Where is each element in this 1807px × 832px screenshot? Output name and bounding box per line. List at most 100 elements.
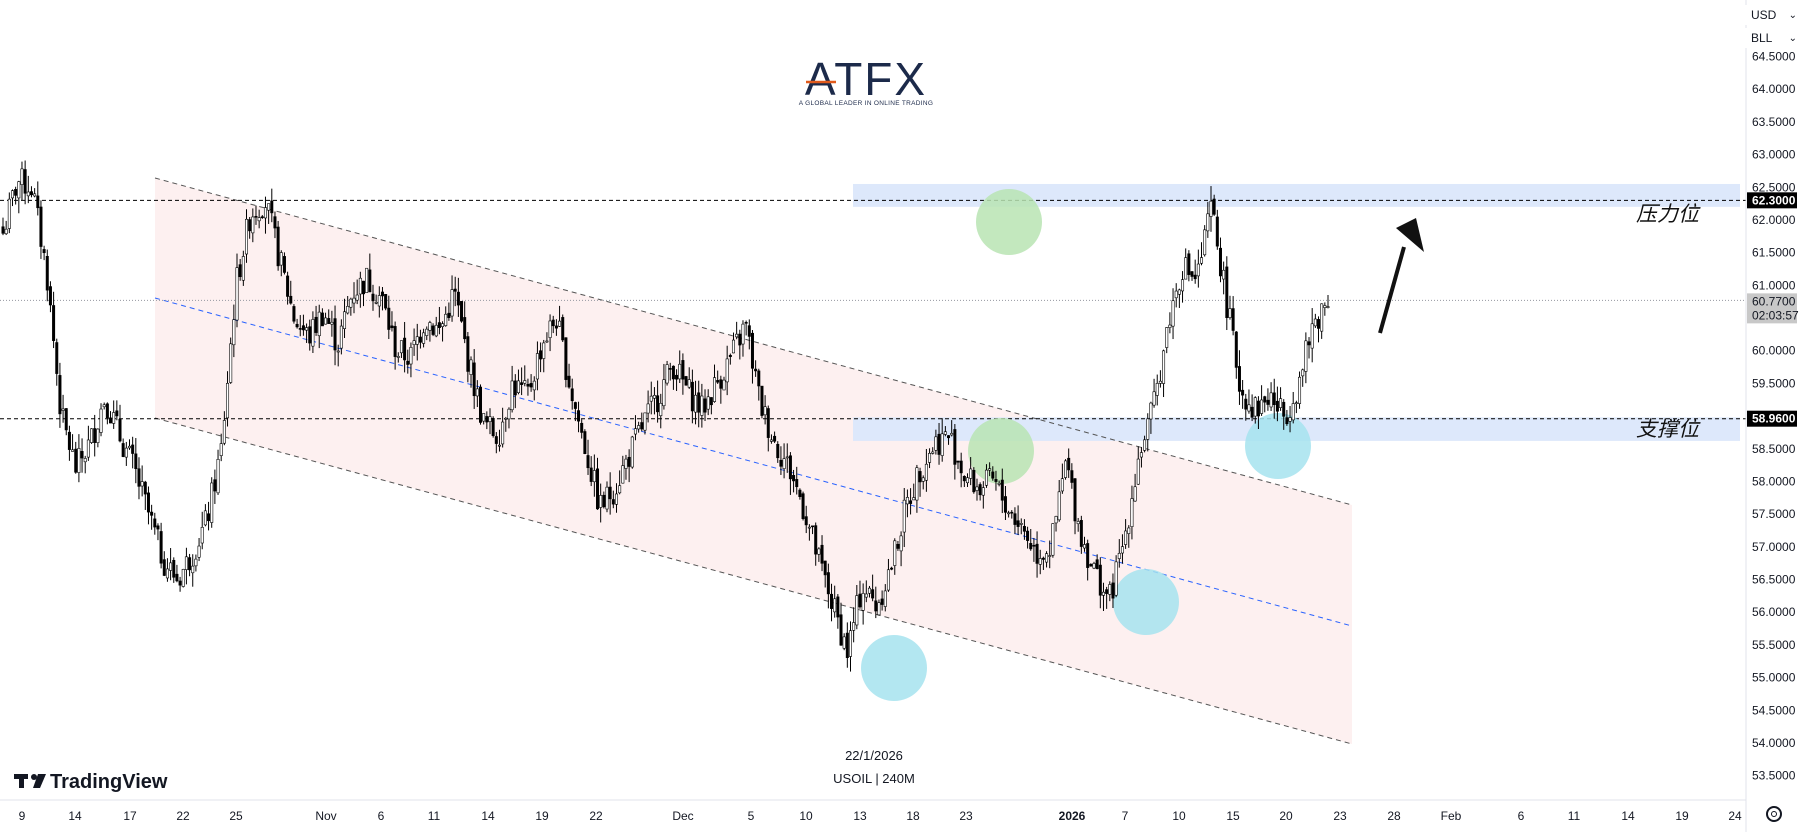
candle-body	[1313, 318, 1317, 327]
candle-body	[105, 403, 109, 418]
candle-body	[153, 518, 157, 528]
candle-body	[984, 469, 988, 486]
candle-body	[649, 395, 653, 402]
candle-body	[26, 191, 30, 197]
candle-body	[848, 630, 852, 657]
candle-body	[586, 455, 590, 469]
candle-body	[48, 286, 52, 306]
candle-body	[1228, 308, 1232, 318]
candle-body	[460, 301, 464, 322]
candle-body	[90, 428, 94, 443]
candle-body	[494, 436, 498, 444]
candle-body	[839, 614, 843, 646]
candle-body	[558, 320, 562, 327]
candle-body	[589, 467, 593, 482]
candle-body	[883, 590, 887, 607]
candle-body	[675, 374, 679, 380]
candle-body	[627, 456, 631, 467]
candle-body	[286, 275, 290, 297]
candle-body	[175, 573, 179, 582]
candle-body	[23, 169, 27, 194]
candle-body	[697, 392, 701, 413]
candle-body	[251, 216, 255, 234]
candle-body	[399, 340, 403, 354]
candle-body	[931, 451, 935, 454]
atfx-logo: ATFX A GLOBAL LEADER IN ONLINE TRADING	[799, 53, 933, 107]
x-tick-label: 14	[481, 809, 495, 823]
candle-body	[358, 277, 362, 295]
candle-body	[1253, 397, 1257, 417]
candle-body	[959, 460, 963, 474]
candle-body	[169, 562, 173, 571]
candle-body	[1171, 300, 1175, 327]
candle-body	[975, 486, 979, 491]
candle-body	[150, 511, 154, 516]
candle-body	[241, 256, 245, 281]
candle-body	[124, 447, 128, 458]
candle-body	[877, 602, 881, 616]
candle-body	[972, 469, 976, 493]
candle-body	[1209, 200, 1213, 217]
candle-body	[1127, 527, 1131, 534]
candle-body	[1048, 555, 1052, 557]
candle-body	[539, 350, 543, 360]
candle-body	[722, 379, 726, 391]
candle-body	[301, 325, 305, 331]
resistance-price: 62.3000	[1752, 193, 1796, 207]
candle-body	[921, 477, 925, 482]
candle-body	[867, 587, 871, 594]
candle-body	[1045, 553, 1049, 563]
y-tick-label: 63.5000	[1752, 115, 1796, 129]
y-tick-label: 64.0000	[1752, 82, 1796, 96]
candle-body	[833, 598, 837, 613]
candle-body	[197, 545, 201, 558]
candle-body	[450, 289, 454, 317]
unit-value: BLL	[1751, 31, 1773, 45]
candle-body	[497, 444, 501, 447]
candle-body	[520, 382, 524, 385]
candle-body	[1269, 392, 1273, 408]
candle-body	[947, 435, 951, 439]
candle-body	[703, 398, 707, 413]
candle-body	[516, 380, 520, 394]
candle-body	[1181, 279, 1185, 292]
candle-body	[659, 402, 663, 417]
candle-body	[719, 379, 723, 389]
gear-icon[interactable]	[1766, 806, 1782, 822]
candle-body	[491, 417, 495, 436]
candle-body	[1136, 458, 1140, 485]
candle-body	[1193, 274, 1197, 280]
candle-body	[422, 332, 426, 344]
candle-body	[121, 443, 125, 457]
candle-body	[263, 207, 267, 219]
candle-body	[1206, 213, 1210, 232]
x-tick-label: 20	[1279, 809, 1293, 823]
candle-body	[1301, 369, 1305, 377]
candle-body	[580, 422, 584, 433]
candle-body	[428, 322, 432, 331]
tradingview-logo: TradingView	[14, 771, 168, 793]
candle-body	[909, 500, 913, 504]
currency-dropdown[interactable]: USD ⌄	[1745, 5, 1801, 25]
candle-body	[795, 479, 799, 488]
candle-body	[317, 311, 321, 337]
candle-body	[1117, 552, 1121, 559]
candle-body	[45, 255, 49, 291]
candle-body	[596, 468, 600, 510]
candle-body	[67, 431, 71, 450]
candle-body	[1203, 229, 1207, 256]
candle-body	[270, 200, 274, 214]
candle-body	[463, 317, 467, 340]
candle-body	[1022, 526, 1026, 532]
time-axis[interactable]: 9 14 17 22 25 Nov 6 11 14 19 22 Dec 5 10 13 18 23 2026 7 10…	[0, 799, 1746, 823]
candle-body	[713, 377, 717, 402]
candle-body	[102, 404, 106, 408]
candle-body	[343, 311, 347, 329]
candle-body	[801, 493, 805, 520]
candle-body	[858, 593, 862, 608]
candle-body	[17, 181, 21, 199]
y-tick-label: 59.5000	[1752, 376, 1796, 390]
unit-dropdown[interactable]: BLL ⌄	[1745, 28, 1801, 48]
x-tick-label: 10	[799, 809, 813, 823]
